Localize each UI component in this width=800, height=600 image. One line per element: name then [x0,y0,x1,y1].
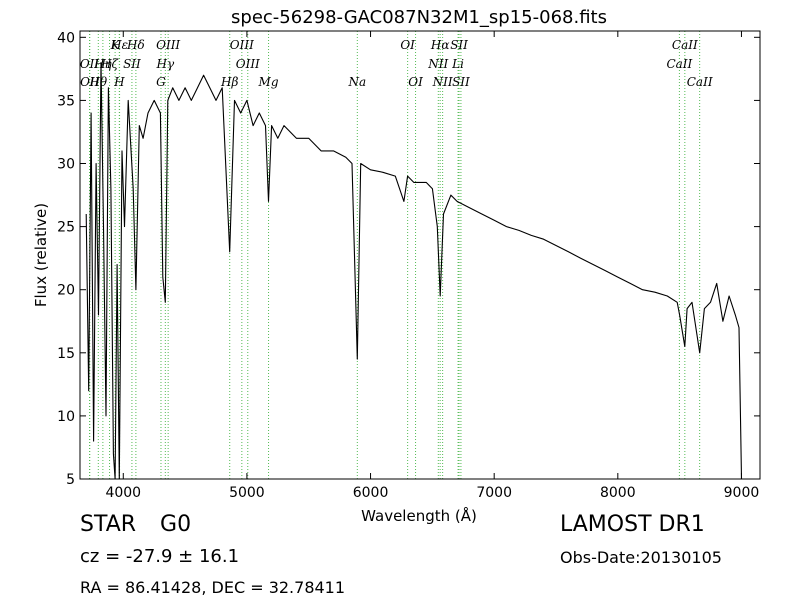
line-label: OII [80,75,100,89]
x-tick-label: 6000 [353,485,389,501]
line-label: H [113,75,125,89]
plot-frame [79,30,761,480]
line-label: SII [452,75,470,89]
y-axis-label: Flux (relative) [32,203,50,307]
line-label: Hε [110,38,128,52]
line-label: Hγ [155,57,174,71]
line-label: K [110,38,121,52]
line-label: Mg [258,75,279,89]
line-label: Hη [93,57,112,71]
series-layer [85,61,743,480]
line-label: G [156,75,166,89]
line-label: Na [347,75,366,89]
line-label: CaII [672,38,698,52]
x-tick-label: 8000 [600,485,636,501]
line-label: OIII [230,38,254,52]
line-label: NII [432,75,453,89]
x-tick-label: 9000 [724,485,760,501]
line-label: Li [451,57,464,71]
x-axis-label: Wavelength (Å) [361,506,477,525]
line-label: CaII [666,57,692,71]
line-label: SII [450,38,468,52]
line-label: Hδ [126,38,145,52]
y-tick-label: 10 [57,409,75,425]
line-label: SII [123,57,141,71]
spectrum-line [85,61,743,480]
y-tick-label: 35 [57,93,75,109]
line-label: OI [408,75,423,89]
line-label: Hθ [88,75,107,89]
line-label: NII [427,57,448,71]
object-subclass: G0 [160,512,192,537]
chart-title: spec-56298-GAC087N32M1_sp15-068.fits [231,7,607,28]
ra-dec-coordinates: RA = 86.41428, DEC = 32.78411 [80,578,346,597]
object-classification: STAR G0 [80,512,191,537]
line-label: Hζ [100,57,119,71]
line-label: OII [80,57,100,71]
y-tick-label: 20 [57,283,75,299]
line-label: OI [400,38,415,52]
y-tick-label: 30 [57,157,75,173]
line-marker-layer [89,31,701,479]
object-class: STAR [80,512,137,537]
y-tick-label: 25 [57,220,75,236]
x-tick-label: 7000 [476,485,512,501]
survey-name: LAMOST DR1 [560,512,705,537]
redshift-cz: cz = -27.9 ± 16.1 [80,546,240,567]
line-label: CaII [687,75,713,89]
observation-date: Obs-Date:20130105 [560,548,722,567]
line-label: OIII [156,38,180,52]
y-tick-label: 40 [57,30,75,46]
y-tick-label: 5 [66,472,75,488]
line-label: OIII [236,57,260,71]
line-label: Hα [430,38,450,52]
line-label: Hβ [220,75,238,89]
x-tick-label: 5000 [229,485,265,501]
x-tick-label: 4000 [105,485,141,501]
axis-ticks: 4000 5000 6000 7000 8000 9000 5 10 15 20 25 30 35 40 [57,30,760,501]
y-tick-label: 15 [57,346,75,362]
